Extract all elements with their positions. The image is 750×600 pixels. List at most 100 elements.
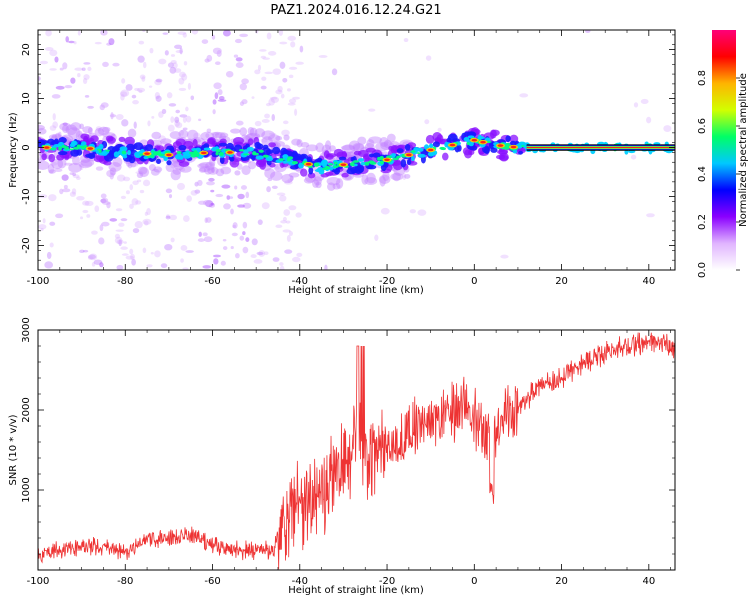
speckle [62,62,68,70]
speckle [125,190,130,195]
ridge-blob [80,133,90,140]
speckle [169,66,177,74]
speckle [164,243,173,251]
ridge-blob [199,166,211,173]
x-tick-label: -60 [204,576,220,587]
speckle [38,224,47,230]
speckle [182,32,187,38]
x-tick-label: 40 [642,276,655,287]
ridge-blob [333,167,341,175]
ridge-blob [137,166,148,175]
speckle [95,166,104,171]
speckle [180,129,184,136]
ridge-blob [505,135,511,143]
speckle [129,162,139,167]
ridge-blob [254,128,266,138]
speckle [131,94,137,99]
ridge-blob [272,146,281,155]
ridge-blob [333,165,339,169]
ridge-blob [300,141,310,148]
speckle [146,264,153,268]
ridge-blob [67,127,81,139]
speckle [251,96,255,99]
ridge-blob [215,148,222,153]
speckle [102,61,109,68]
speckle [79,163,84,171]
speckle [87,105,94,109]
snr-frame [37,329,676,571]
ridge-blob [112,156,123,167]
ridge-blob [157,153,165,157]
speckle [115,208,123,212]
speckle [46,251,52,260]
ridge-blob [518,141,527,147]
speckle [38,158,41,162]
speckle [62,188,71,193]
speckle [258,250,266,257]
speckle [79,249,85,253]
speckle [77,30,81,36]
ridge-blob [109,167,117,176]
ridge-blob [432,141,440,148]
speckle [139,189,145,194]
ridge-blob [326,153,337,158]
ridge-blob [325,140,332,151]
speckle [292,96,301,100]
speckle [205,217,212,223]
x-tick-label: -80 [117,576,133,587]
speckle [190,189,198,196]
speckle [646,213,655,218]
ridge-blob [179,165,192,173]
ridge-blob [199,161,213,168]
speckle [262,57,270,60]
speckle [83,74,90,80]
speckle [275,135,283,141]
speckle [153,166,163,173]
speckle [114,233,121,239]
speckle [132,228,140,234]
ridge-blob [403,173,411,179]
ridge-blob [400,159,407,168]
ridge-blob [151,131,162,140]
ridge-blob [87,152,96,159]
colorbar-tick-label: 0.4 [697,166,708,182]
speckle [295,212,302,218]
x-tick-label: -40 [292,576,308,587]
speckle [285,220,291,224]
speckle [87,127,93,135]
ridge-blob [248,161,257,170]
y-tick-label: -10 [21,188,32,204]
speckle [179,71,186,78]
ridge-blob [149,154,155,158]
speckle [318,55,328,58]
speckle [120,94,125,101]
ridge-blob [51,158,64,170]
speckle [54,56,59,63]
ridge-blob [249,127,258,137]
ridge-blob [241,165,251,176]
ridge-blob [152,151,159,156]
speckle [185,106,189,112]
speckle [198,118,202,122]
speckle [198,231,202,237]
speckle [205,133,210,138]
speckle [186,195,192,202]
speckle [64,85,73,89]
ridge-blob [264,168,276,179]
speckle [191,30,199,35]
speckle [232,222,238,229]
speckle [663,125,672,132]
speckle [155,78,163,83]
speckle [278,30,284,36]
ridge-blob [265,149,274,155]
speckle [84,200,94,206]
speckle [166,92,173,99]
speckle [212,254,222,258]
ridge-blob [65,124,78,136]
speckle [167,124,175,132]
speckle [68,40,75,44]
colorbar: 0.0 0.2 0.4 0.6 0.8 Normalized spectral ampl… [697,30,749,278]
speckle [82,209,89,214]
speckle [142,179,151,187]
